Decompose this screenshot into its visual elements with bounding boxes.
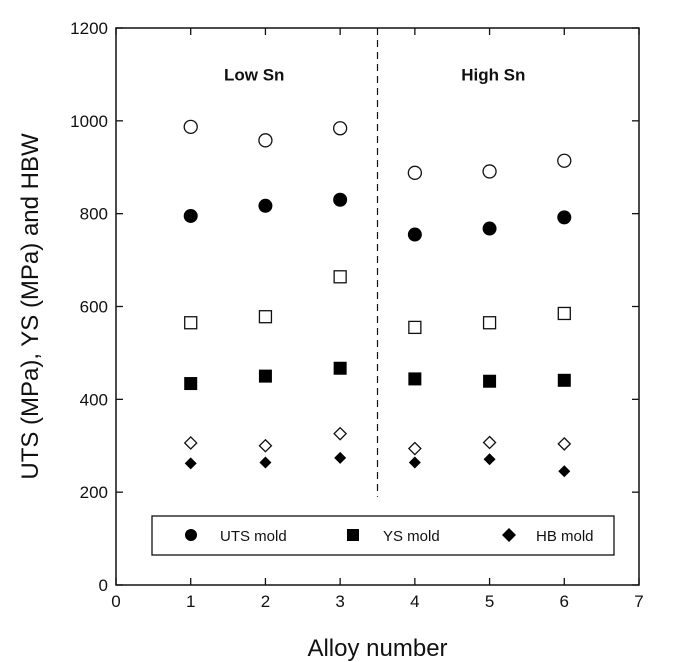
- y-axis-title: UTS (MPa), YS (MPa) and HBW: [17, 133, 44, 480]
- x-tick-label: 5: [485, 592, 494, 611]
- point-open-diamond-5: [482, 435, 497, 450]
- y-tick-label: 1200: [70, 19, 108, 38]
- legend-label-hb-mold: HB mold: [536, 528, 594, 545]
- legend-label-uts-mold: UTS mold: [220, 528, 287, 545]
- point-open-diamond-4: [407, 441, 422, 456]
- point-filled-diamond-5: [483, 453, 496, 466]
- y-tick-label: 800: [80, 205, 108, 224]
- point-open-circle-3: [332, 121, 348, 136]
- data-points: [183, 119, 572, 478]
- point-filled-circle-6: [557, 210, 572, 225]
- point-filled-square-5: [483, 374, 497, 388]
- point-filled-circle-3: [333, 192, 348, 207]
- point-open-circle-5: [482, 164, 497, 179]
- point-open-square-1: [184, 316, 198, 330]
- legend-label-ys-mold: YS mold: [383, 528, 440, 545]
- point-open-diamond-3: [333, 426, 348, 441]
- x-tick-label: 0: [111, 592, 120, 611]
- legend-marker-hb-mold: [502, 528, 516, 542]
- y-tick-label: 0: [99, 576, 108, 595]
- point-open-circle-1: [183, 119, 198, 135]
- point-filled-square-6: [557, 373, 571, 387]
- legend: UTS mold YS mold HB mold: [151, 515, 615, 556]
- point-filled-circle-5: [482, 221, 497, 236]
- point-filled-square-2: [258, 369, 272, 383]
- point-filled-circle-4: [407, 227, 422, 242]
- x-tick-label: 3: [335, 592, 344, 611]
- axis-ticks: [115, 27, 640, 586]
- point-open-circle-4: [407, 165, 423, 180]
- point-open-square-3: [333, 270, 347, 284]
- legend-box: [151, 515, 615, 556]
- point-filled-diamond-6: [558, 465, 571, 478]
- legend-marker-uts-mold: [185, 529, 197, 541]
- x-tick-label: 7: [634, 592, 643, 611]
- y-tick-label: 1000: [70, 112, 108, 131]
- point-open-diamond-6: [557, 436, 572, 451]
- point-open-diamond-2: [258, 438, 273, 453]
- x-axis-title: Alloy number: [307, 635, 447, 662]
- point-filled-circle-1: [183, 208, 198, 223]
- point-open-square-5: [482, 316, 497, 330]
- point-open-circle-6: [557, 153, 572, 168]
- x-tick-label: 1: [186, 592, 195, 611]
- point-open-diamond-1: [183, 436, 198, 450]
- point-filled-diamond-3: [334, 451, 347, 464]
- point-open-square-4: [408, 320, 422, 335]
- region-label-low-sn: Low Sn: [224, 65, 284, 84]
- point-filled-square-3: [333, 361, 347, 375]
- point-filled-diamond-2: [259, 456, 272, 469]
- point-open-circle-2: [258, 133, 273, 148]
- point-filled-square-4: [408, 372, 422, 386]
- region-label-high-sn: High Sn: [461, 65, 525, 84]
- point-filled-diamond-4: [408, 456, 421, 469]
- legend-marker-ys-mold: [347, 529, 359, 541]
- point-filled-square-1: [184, 377, 198, 391]
- y-tick-label: 200: [80, 483, 108, 502]
- point-open-square-2: [258, 310, 273, 324]
- y-tick-label: 400: [80, 390, 108, 409]
- x-tick-label: 2: [261, 592, 270, 611]
- point-filled-circle-2: [258, 198, 273, 213]
- axis-tick-labels: 0 1 2 3 4 5 6 7 0 200 400 600 800 1000 1200: [70, 19, 644, 611]
- y-tick-label: 600: [80, 298, 108, 317]
- x-tick-label: 6: [560, 592, 569, 611]
- point-filled-diamond-1: [184, 457, 197, 470]
- point-open-square-6: [557, 306, 571, 321]
- x-tick-label: 4: [410, 592, 419, 611]
